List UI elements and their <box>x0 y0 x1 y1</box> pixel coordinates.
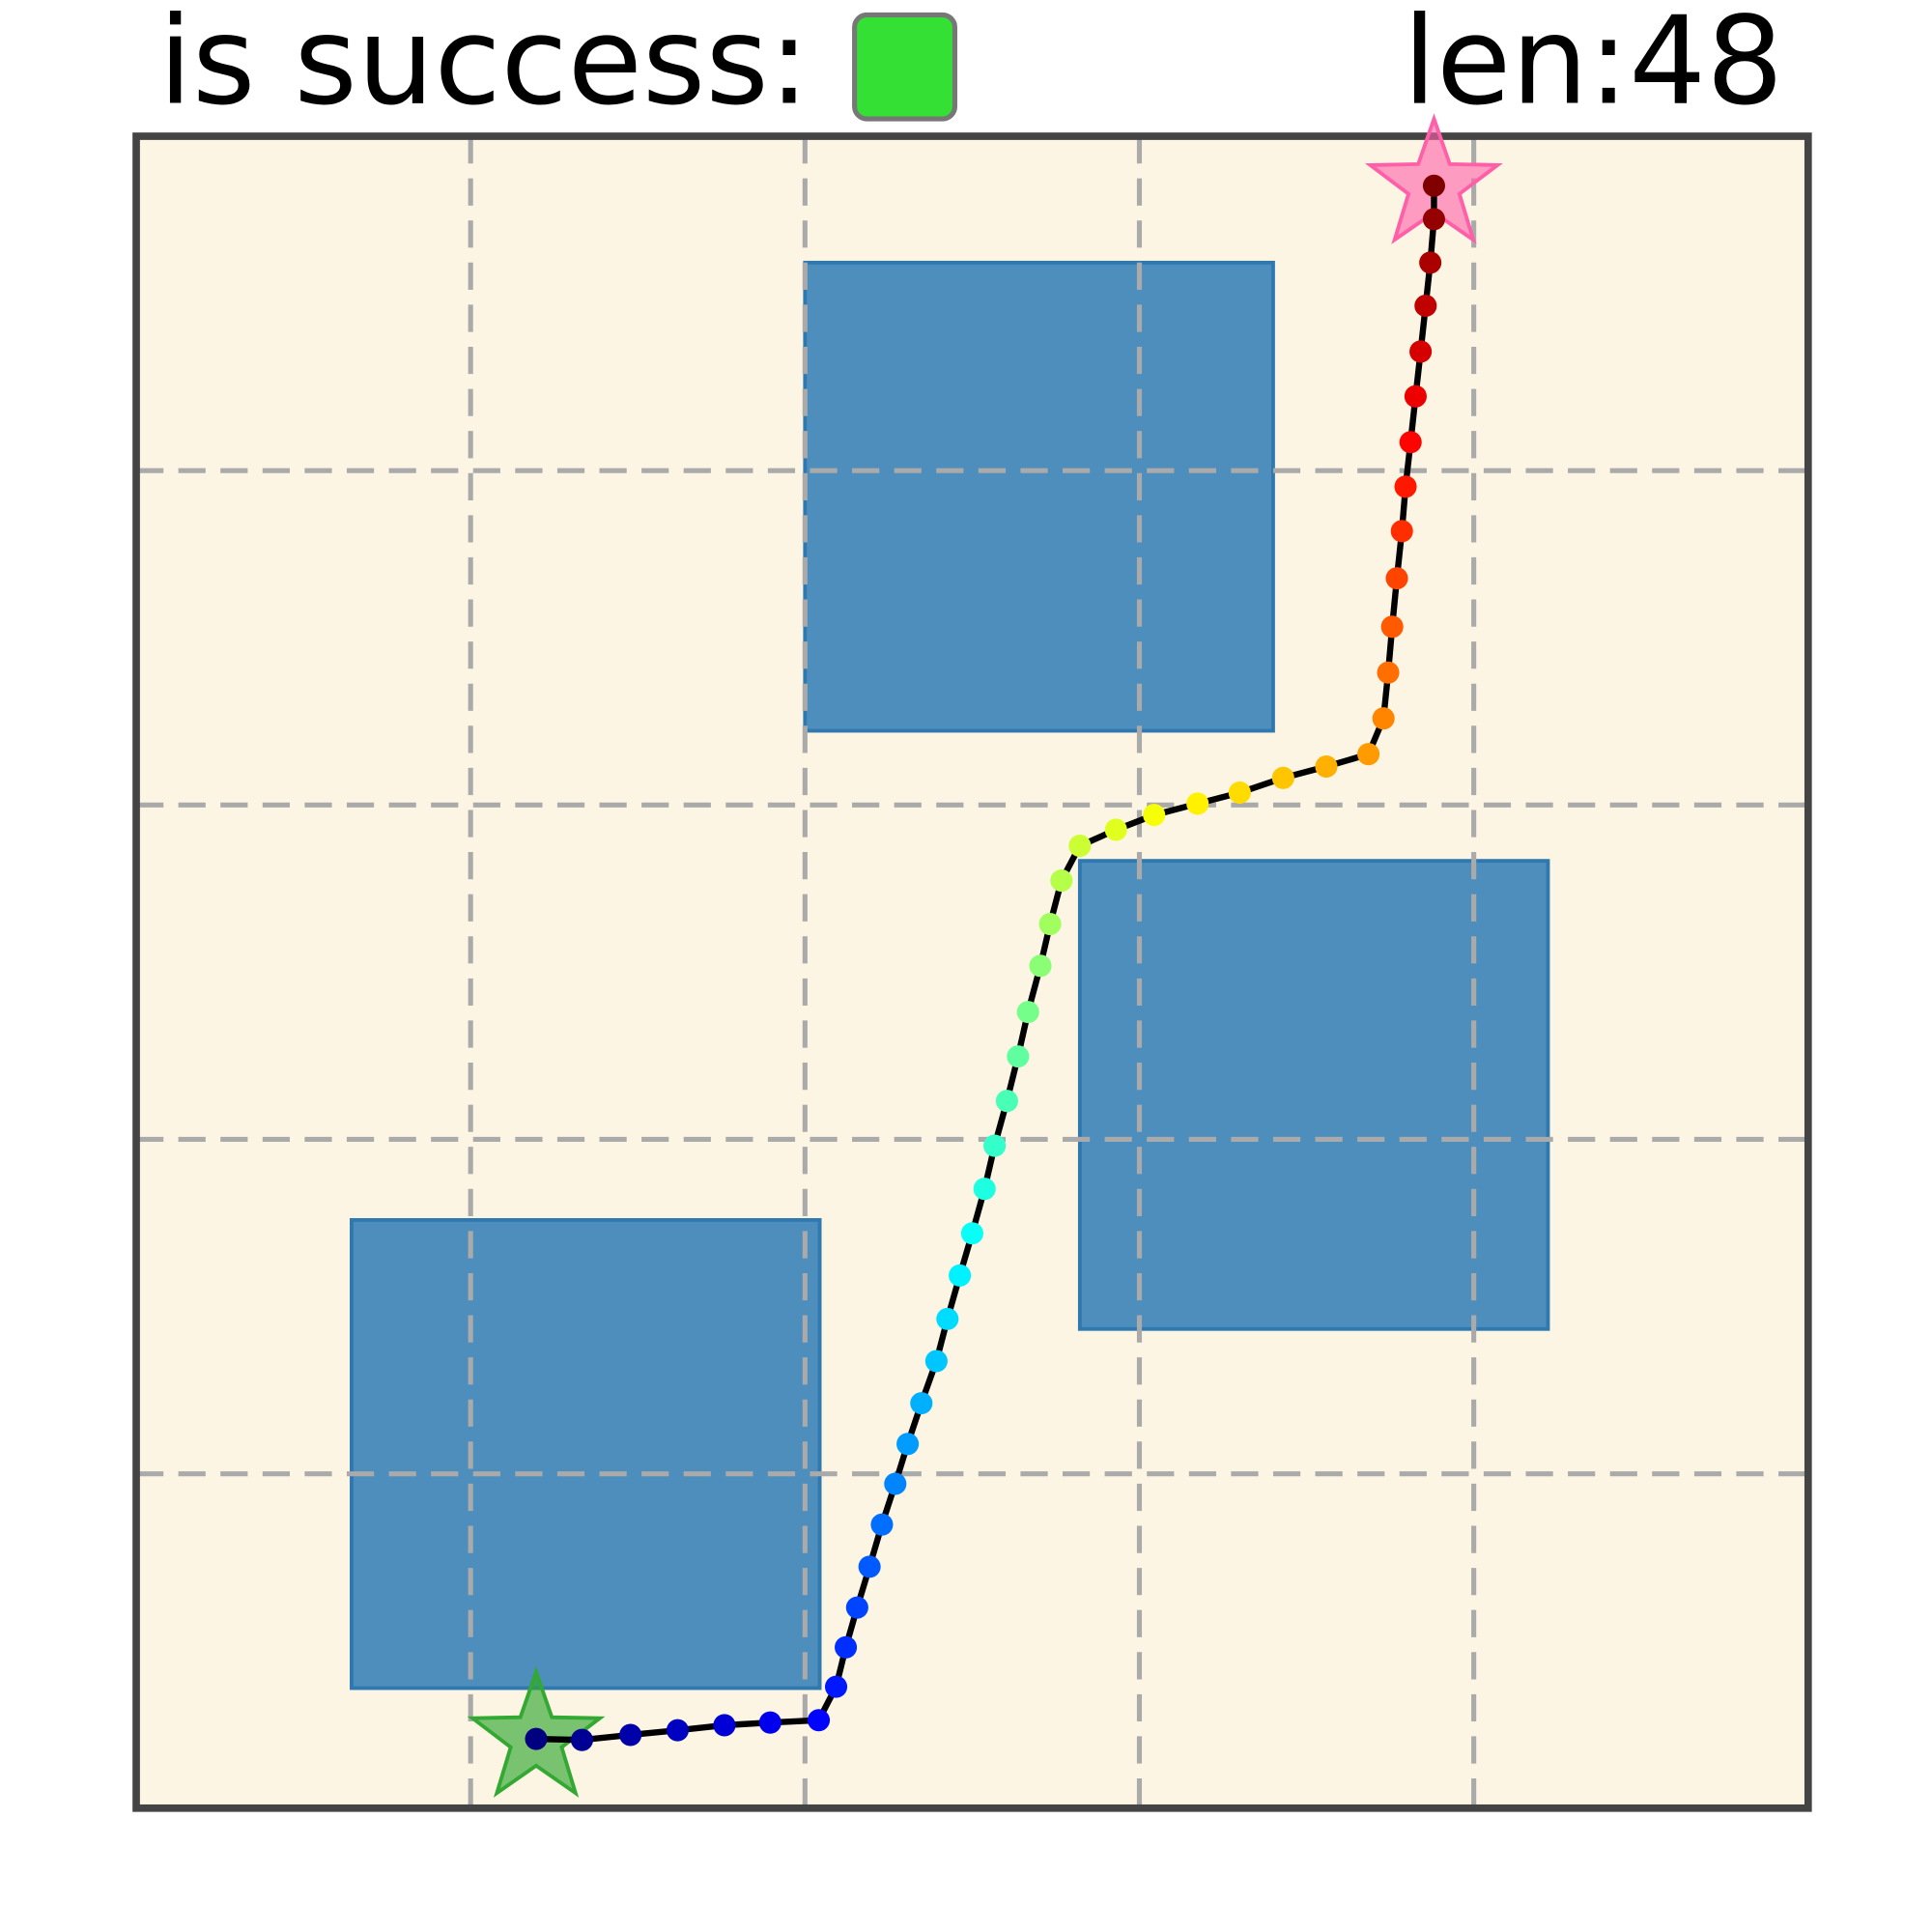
trajectory-point <box>1394 475 1417 498</box>
trajectory-point <box>1377 661 1400 684</box>
trajectory-point <box>995 1090 1018 1113</box>
trajectory-point <box>1029 954 1052 978</box>
trajectory-point <box>1390 520 1413 543</box>
trajectory-point <box>936 1307 959 1330</box>
trajectory-point <box>1404 384 1427 408</box>
trajectory-point <box>1409 340 1433 363</box>
trajectory-point <box>1186 792 1209 815</box>
obstacle <box>1077 859 1550 1331</box>
trajectory-point <box>1104 818 1127 841</box>
obstacle <box>350 1217 822 1690</box>
trajectory-point <box>845 1596 868 1619</box>
trajectory-point <box>824 1675 848 1698</box>
trajectory-point <box>1372 707 1395 730</box>
trajectory-point <box>1271 766 1294 789</box>
trajectory-point <box>1422 208 1445 231</box>
success-indicator <box>852 12 958 122</box>
obstacle <box>803 260 1275 733</box>
trajectory-point <box>1315 754 1338 779</box>
trajectory-point <box>1228 781 1251 805</box>
trajectory-point <box>1016 1001 1039 1024</box>
trajectory-point <box>525 1727 548 1750</box>
trajectory-point <box>1143 804 1166 827</box>
trajectory-point <box>713 1714 736 1737</box>
trajectory-point <box>1380 615 1404 639</box>
trajectory-point <box>666 1719 689 1742</box>
trajectory-point <box>1385 567 1408 590</box>
trajectory-point <box>960 1222 983 1245</box>
trajectory-point <box>1357 743 1380 766</box>
plot-frame <box>132 132 1812 1812</box>
trajectory-point <box>570 1728 593 1751</box>
trajectory-point <box>1038 913 1062 936</box>
trajectory-point <box>835 1635 858 1659</box>
trajectory-point <box>910 1392 933 1415</box>
trajectory-point <box>983 1134 1007 1157</box>
trajectory-point <box>973 1178 996 1201</box>
trajectory-point <box>870 1513 894 1536</box>
trajectory-point <box>619 1723 642 1747</box>
trajectory-point <box>758 1711 781 1734</box>
trajectory-point <box>1419 251 1442 274</box>
success-label: is success: <box>158 0 810 131</box>
trajectory-point <box>1422 174 1445 197</box>
trajectory-point <box>949 1264 972 1287</box>
trajectory-point <box>1007 1045 1030 1068</box>
length-label: len:48 <box>1403 0 1783 131</box>
trajectory-point <box>884 1472 907 1495</box>
trajectory-point <box>924 1350 948 1373</box>
trajectory-point <box>1050 869 1073 893</box>
trajectory-point <box>1399 431 1422 454</box>
trajectory-point <box>1414 294 1437 318</box>
trajectory-point <box>1068 835 1092 858</box>
trajectory-point <box>896 1433 920 1456</box>
trajectory-point <box>858 1555 881 1578</box>
trajectory-point <box>807 1709 831 1732</box>
